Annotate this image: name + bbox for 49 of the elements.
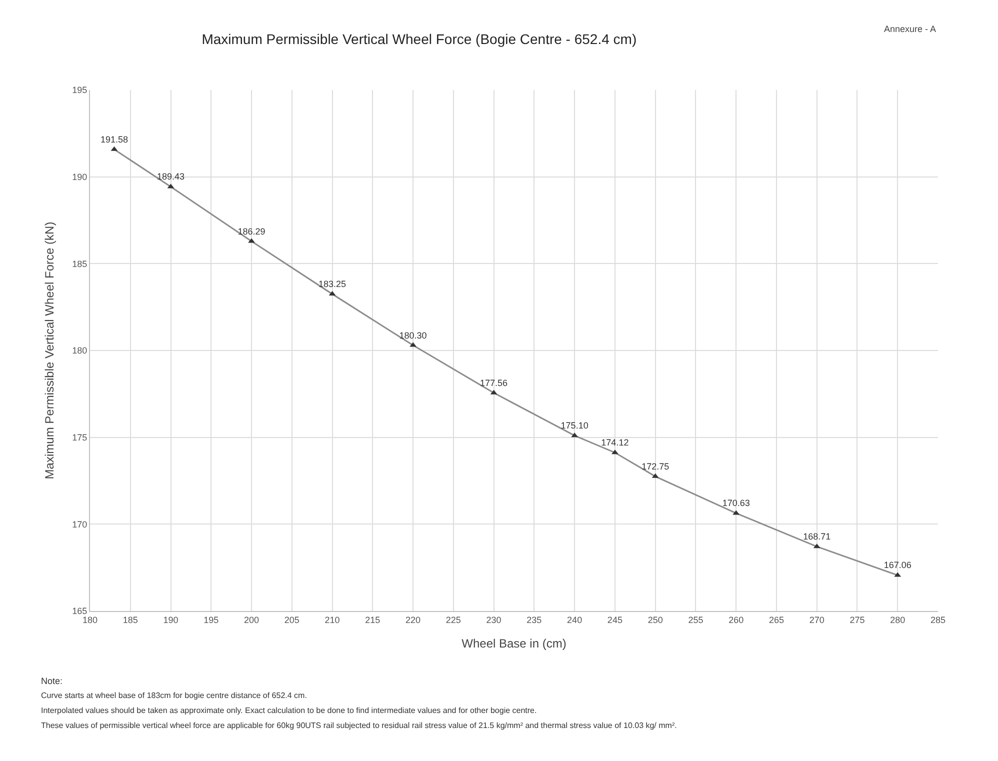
x-tick-label: 285: [930, 614, 946, 625]
text: Note:: [41, 676, 63, 686]
x-tick-label: 205: [284, 614, 300, 625]
text: These values of permissible vertical wheel force are applicable for 60kg 90UTS rail subjected to residual rail stress value of 21.5 kg/mm² and thermal stress value of 10.03 kg/ mm².: [41, 721, 677, 730]
y-tick-label: 195: [72, 85, 88, 96]
y-tick-label: 180: [72, 346, 88, 356]
x-tick-label: 240: [567, 614, 582, 625]
x-tick-label: 185: [122, 614, 138, 625]
y-tick-label: 165: [72, 606, 88, 616]
data-label: 186.29: [238, 226, 266, 236]
x-tick-label: 220: [406, 614, 421, 625]
x-tick-label: 255: [688, 614, 704, 625]
text: Annexure - A: [884, 24, 936, 34]
x-tick-label: 190: [163, 614, 178, 625]
data-label: 167.06: [884, 560, 912, 570]
x-tick-label: 250: [648, 614, 663, 625]
data-label: 168.71: [803, 532, 831, 542]
x-tick-label: 195: [204, 614, 219, 625]
chart-title: Maximum Permissible Vertical Wheel Force (Bogie Centre - 652.4 cm): [202, 31, 637, 48]
data-label: 170.63: [722, 498, 750, 508]
text: Curve starts at wheel base of 183cm for bogie centre distance of 652.4 cm.: [41, 691, 307, 700]
x-axis-title: Wheel Base in (cm): [462, 636, 566, 651]
y-tick-label: 190: [72, 172, 88, 182]
x-tick-label: 280: [890, 614, 906, 625]
x-tick-label: 235: [526, 614, 542, 625]
x-tick-label: 265: [768, 614, 784, 625]
x-tick-label: 215: [365, 614, 380, 625]
y-tick-label: 175: [72, 432, 88, 442]
data-label: 177.56: [480, 378, 508, 388]
x-tick-label: 210: [324, 614, 340, 625]
data-label: 180.30: [399, 330, 427, 340]
data-label: 175.10: [560, 420, 588, 431]
x-tick-label: 180: [82, 614, 98, 625]
x-tick-label: 245: [607, 614, 622, 625]
x-tick-label: 200: [244, 614, 260, 625]
data-label: 174.12: [601, 438, 629, 448]
x-tick-label: 270: [809, 614, 824, 625]
text: Interpolated values should be taken as approximate only. Exact calculation to be done to find intermediate values and for other bogie centre.: [41, 706, 537, 715]
data-label: 189.43: [156, 172, 185, 182]
y-axis-title: Maximum Permissible Vertical Wheel Force (kN): [42, 222, 56, 480]
data-label: 183.25: [318, 279, 346, 290]
y-tick-label: 170: [72, 519, 88, 530]
x-tick-label: 260: [728, 614, 744, 625]
x-tick-label: 230: [486, 614, 502, 625]
data-label: 172.75: [642, 461, 670, 472]
x-tick-label: 225: [446, 614, 461, 625]
x-tick-label: 275: [850, 614, 865, 625]
y-tick-label: 185: [72, 258, 88, 269]
data-label: 191.58: [100, 134, 128, 144]
